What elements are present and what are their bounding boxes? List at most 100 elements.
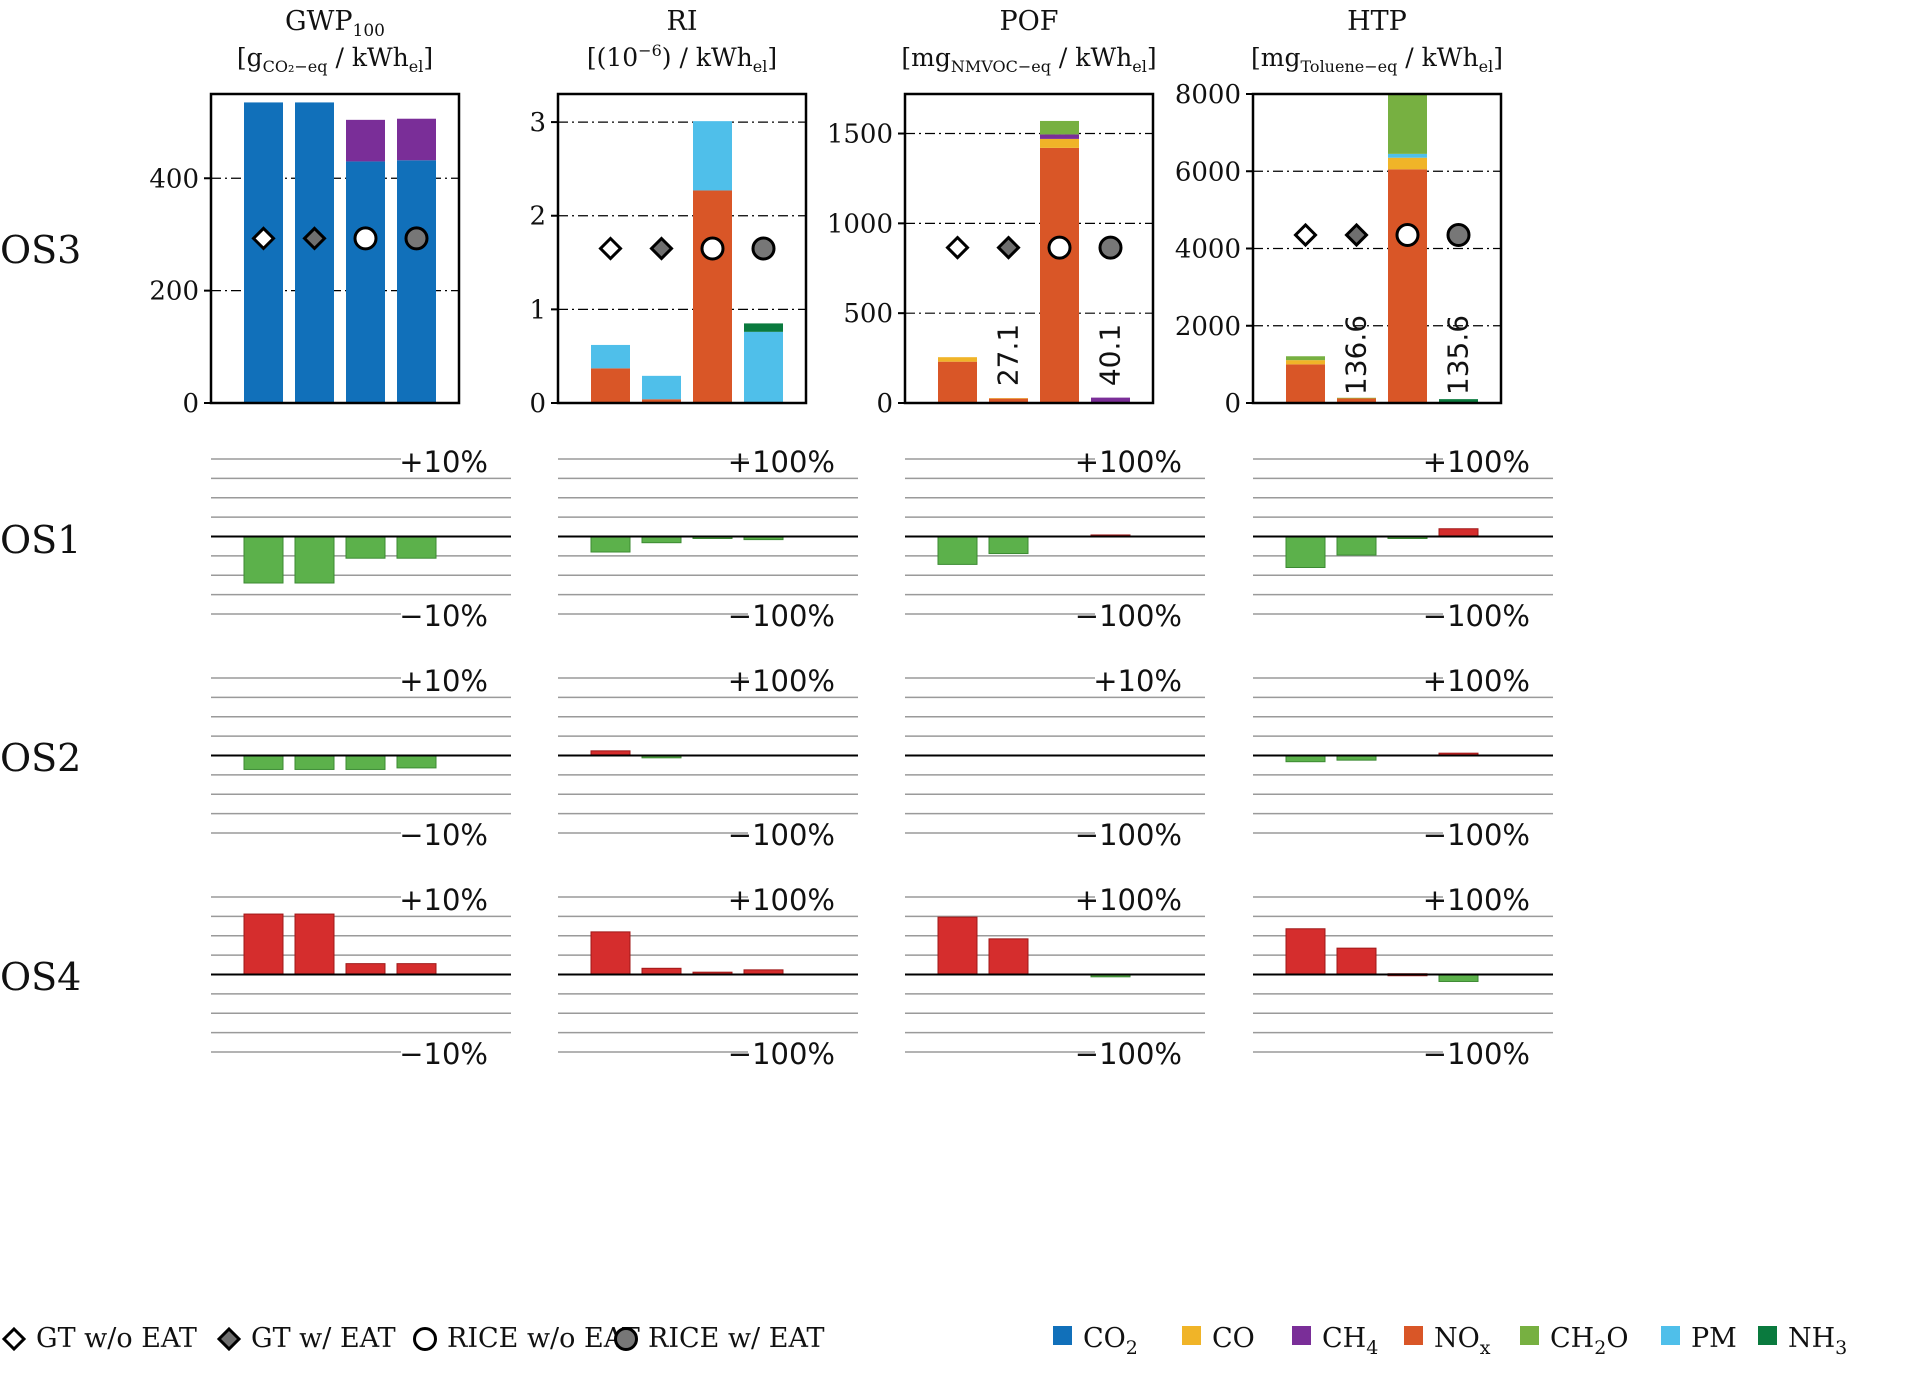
unit-part: ] (1493, 43, 1503, 72)
column-title-gwp: GWP100 (285, 6, 385, 41)
increase-bar (590, 931, 631, 975)
legend-species-label: CO2 (1083, 1323, 1138, 1359)
column-title-text: RI (667, 6, 698, 37)
bar-segment-ch4 (1091, 397, 1130, 403)
circle-filled-marker (751, 236, 776, 261)
circle-open-marker (353, 226, 378, 251)
bar-segment-co2 (244, 102, 283, 403)
lower-limit-label: −100% (1423, 1037, 1530, 1071)
bar-segment-nox (1337, 398, 1376, 403)
os3-panel-pof: 0 500 1000 1500 27.1 40.1 (827, 92, 1155, 419)
unit-part: / kWh (328, 43, 409, 72)
lower-limit-label: −100% (1423, 599, 1530, 633)
legend-species-text: CH (1322, 1323, 1366, 1354)
row-label-os2: OS2 (0, 736, 81, 780)
legend-species-label: NH3 (1788, 1323, 1847, 1359)
deviation-panel-os2-ri: +100% −100% (558, 664, 858, 852)
diamond-open-marker (251, 226, 276, 251)
y-tick-label: 0 (876, 389, 893, 419)
diamond-open-marker (1, 1326, 27, 1352)
bar-segment-co (989, 398, 1028, 399)
bar-segment-nh3 (744, 323, 783, 332)
bar-segment-ch4 (1040, 134, 1079, 139)
bar-segment-nox (642, 399, 681, 403)
bar-segment-nox (591, 368, 630, 403)
y-tick-label: 2 (529, 202, 546, 232)
lower-limit-label: −100% (1075, 599, 1182, 633)
unit-part: ) / kWh (662, 43, 753, 72)
decrease-bar (345, 536, 386, 559)
bar-segment-ch2o (1388, 94, 1427, 154)
column-unit-pof: [mgNMVOC−eq / kWhel] (901, 43, 1156, 76)
row-label-os3: OS3 (0, 228, 81, 272)
unit-part: / kWh (1051, 43, 1132, 72)
legend-species-text: CO (1212, 1323, 1255, 1354)
plot-frame (903, 92, 1155, 405)
legend-species-subscript: 2 (1126, 1337, 1138, 1359)
column-title-ri: RI (667, 6, 698, 37)
unit-part: ] (1147, 43, 1157, 72)
column-unit-ri: [(10−6) / kWhel] (587, 41, 777, 76)
bar-segment-co (938, 357, 977, 362)
deviation-panel-os4-htp: +100% −100% (1253, 883, 1553, 1071)
lower-limit-label: −10% (399, 599, 488, 633)
legend-marker-label: RICE w/o EAT (447, 1323, 640, 1354)
decrease-bar (988, 536, 1029, 555)
lower-limit-label: −10% (399, 818, 488, 852)
deviation-panel-os2-pof: +10% −100% (905, 664, 1205, 852)
increase-bar (1285, 928, 1326, 976)
unit-subscript: el (753, 57, 768, 76)
bar-segment-pm (1388, 153, 1427, 158)
bar-segment-nox (693, 190, 732, 403)
legend-swatch-3 (1404, 1326, 1423, 1345)
upper-limit-label: +100% (1075, 883, 1182, 917)
lower-limit-label: −100% (1423, 818, 1530, 852)
decrease-bar (243, 536, 284, 584)
y-tick-label: 3 (529, 108, 546, 138)
legend-species-label: CH4 (1322, 1323, 1378, 1359)
bar-segment-nox (1286, 364, 1325, 403)
increase-bar (1438, 528, 1479, 537)
bar-segment-co2 (346, 161, 385, 403)
legend-species-label: NOx (1434, 1323, 1491, 1359)
decrease-bar (294, 536, 335, 584)
unit-part: [g (237, 43, 263, 72)
os3-panel-ri: 0 1 2 3 (529, 92, 808, 419)
bar-segment-co (1388, 157, 1427, 170)
bar-segment-pm (642, 375, 681, 400)
plot-frame (209, 92, 461, 405)
upper-limit-label: +10% (399, 883, 488, 917)
upper-limit-label: +100% (728, 883, 835, 917)
lower-limit-label: −100% (728, 818, 835, 852)
decrease-bar (243, 755, 284, 770)
upper-limit-label: +10% (1093, 664, 1182, 698)
lower-limit-label: −100% (1075, 818, 1182, 852)
decrease-bar (1285, 536, 1326, 568)
bar-value-label: 135.6 (1442, 315, 1475, 395)
bar-segment-co2 (295, 102, 334, 403)
legend-species-label: CO (1212, 1323, 1255, 1354)
decrease-bar (396, 755, 437, 769)
legend-species-subscript: 2 (1594, 1337, 1606, 1359)
legend-swatch-2 (1292, 1326, 1311, 1345)
circle-filled-marker (1098, 235, 1123, 260)
y-tick-label: 4000 (1175, 235, 1241, 265)
column-title-text: HTP (1347, 6, 1407, 37)
unit-part: [mg (901, 43, 950, 72)
increase-bar (294, 913, 335, 975)
circle-open-marker (1395, 222, 1420, 247)
upper-limit-label: +100% (1423, 445, 1530, 479)
os3-panel-htp: 0 2000 4000 6000 8000 136.6 135.6 (1175, 80, 1503, 419)
column-title-subscript: 100 (353, 21, 385, 41)
decrease-bar (294, 755, 335, 770)
upper-limit-label: +100% (1075, 445, 1182, 479)
legend-species-text: NO (1434, 1323, 1480, 1354)
legend-species-label: CH2O (1550, 1323, 1628, 1359)
decrease-bar (396, 536, 437, 559)
legend-species-subscript: x (1480, 1337, 1491, 1359)
circle-open-marker (413, 1327, 437, 1351)
legend-swatch-5 (1661, 1326, 1680, 1345)
y-tick-label: 1 (529, 295, 546, 325)
diamond-open-marker (945, 235, 970, 260)
